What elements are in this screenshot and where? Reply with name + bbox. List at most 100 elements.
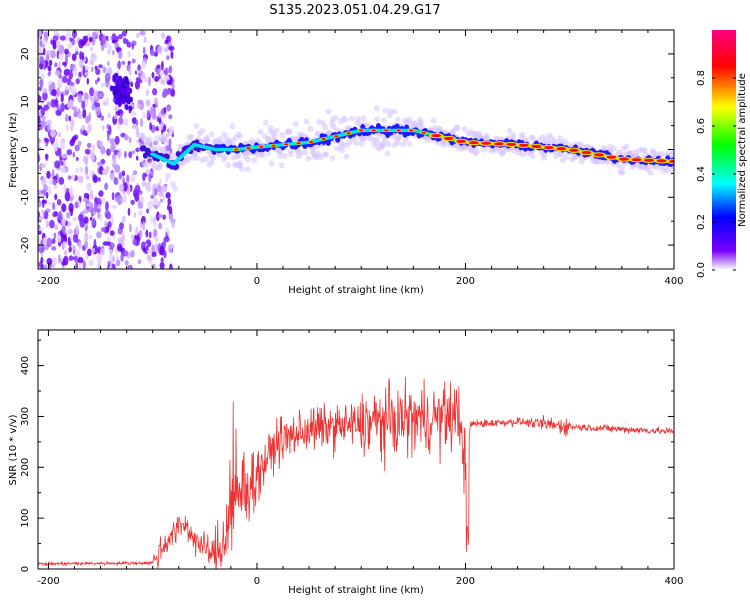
noise-blob [88, 259, 94, 267]
colorbar: 0.0 0.2 0.4 0.6 0.8 Normalized spectral ampl… [696, 30, 748, 278]
noise-blob [89, 216, 93, 221]
noise-blob [161, 32, 165, 39]
noise-blob [90, 66, 94, 73]
halo-blob [430, 117, 437, 124]
noise-blob [168, 114, 173, 120]
noise-blob [112, 49, 115, 56]
noise-blob [124, 134, 129, 141]
noise-blob [72, 151, 76, 158]
noise-blob [58, 254, 61, 264]
noise-blob [39, 163, 46, 169]
noise-blob [82, 129, 87, 136]
noise-blob [75, 262, 79, 269]
halo-blob [262, 119, 269, 126]
noise-blob [109, 85, 114, 92]
noise-blob [114, 105, 120, 112]
halo-blob [217, 136, 224, 143]
noise-blob [71, 106, 77, 111]
bead-inner [543, 145, 554, 150]
noise-blob [126, 41, 132, 48]
noise-blob [115, 47, 122, 52]
noise-blob [95, 106, 101, 117]
noise-blob [150, 170, 154, 177]
halo-blob [278, 162, 285, 169]
noise-blob [135, 147, 140, 153]
noise-blob [38, 243, 44, 248]
snr-axes: -200 0 200 400 0 100 200 300 400 [20, 330, 684, 587]
halo-blob [343, 153, 350, 160]
noise-blob [42, 88, 48, 94]
noise-blob [58, 176, 65, 185]
noise-blob [38, 146, 42, 151]
noise-blob [79, 167, 84, 173]
halo-blob [529, 153, 536, 160]
noise-blob [92, 217, 96, 226]
noise-blob [84, 165, 89, 176]
noise-blob [113, 85, 118, 92]
noise-blob [158, 213, 164, 219]
noise-blob [114, 135, 120, 145]
noise-blob [38, 230, 42, 235]
halo-blob [332, 114, 339, 121]
snr-panel: -200 0 200 400 0 100 200 300 400 Height of strai… [8, 329, 684, 596]
noise-blob [69, 234, 73, 242]
noise-blob [39, 43, 45, 48]
snr-y-label: SNR (10 * v/v) [8, 414, 19, 485]
noise-blob [164, 185, 168, 193]
halo-blob [529, 134, 536, 141]
noise-blob [52, 202, 56, 210]
noise-blob [46, 170, 51, 179]
snr-x-tick-label: 200 [456, 576, 475, 587]
noise-blob [38, 36, 41, 45]
spectrogram-x-label: Height of straight line (km) [288, 285, 424, 296]
noise-blob [121, 60, 126, 65]
spectrogram-y-label: Frequency (Hz) [8, 112, 19, 188]
noise-blob [86, 202, 91, 208]
noise-blob [56, 234, 62, 243]
halo-blob [329, 154, 336, 161]
halo-blob [506, 127, 513, 134]
noise-blob [100, 227, 107, 233]
noise-blob [72, 233, 79, 243]
noise-blob [132, 238, 137, 246]
bead-inner [581, 150, 592, 155]
snr-line [38, 376, 674, 569]
noise-blob [134, 70, 138, 75]
noise-blob [82, 64, 86, 75]
noise-blob [93, 238, 97, 249]
noise-blob [60, 93, 64, 103]
noise-blob [132, 170, 138, 176]
noise-blob [85, 175, 90, 180]
noise-blob [118, 171, 123, 180]
halo-blob [149, 160, 156, 167]
noise-blob [102, 241, 109, 246]
noise-blob [167, 244, 173, 253]
noise-blob [137, 259, 142, 265]
noise-blob [147, 200, 153, 210]
noise-blob [130, 199, 135, 205]
noise-blob [168, 65, 173, 74]
noise-blob [101, 34, 107, 45]
noise-blob [91, 104, 96, 111]
noise-blob [50, 129, 56, 138]
noise-blob [163, 106, 167, 114]
halo-blob [155, 165, 162, 172]
noise-blob [131, 117, 137, 125]
colorbar-label: Normalized spectral amplitude [737, 73, 748, 227]
noise-blob [168, 45, 175, 51]
halo-blob [147, 136, 154, 143]
bead-inner [456, 139, 467, 143]
noise-blob [63, 249, 68, 256]
noise-blob [100, 247, 105, 256]
noise-blob [163, 250, 167, 259]
noise-blob [87, 142, 92, 149]
noise-blob [39, 193, 45, 198]
halo-blob [394, 139, 401, 146]
noise-blob [159, 261, 165, 269]
noise-blob [61, 217, 66, 227]
noise-blob [154, 197, 159, 206]
noise-blob [117, 200, 121, 206]
noise-blob [53, 232, 57, 239]
noise-blob [79, 51, 83, 60]
noise-blob [165, 88, 172, 95]
